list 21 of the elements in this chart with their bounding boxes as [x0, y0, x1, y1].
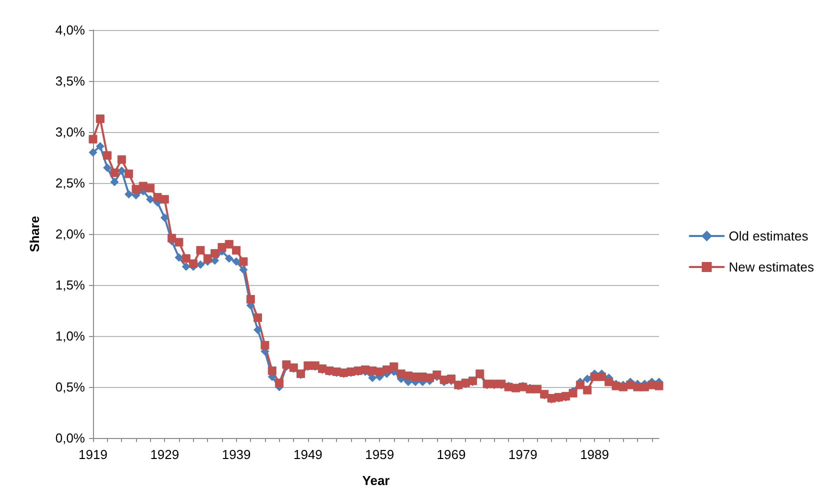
y-tick-label: 1,0%: [55, 328, 86, 344]
y-tick-label: 0,5%: [55, 380, 86, 394]
y-tick-label: 4,0%: [55, 22, 86, 38]
x-tick-label: 1979: [508, 447, 538, 462]
y-axis-title: Share: [27, 216, 42, 252]
x-tick-label: 1929: [150, 447, 180, 462]
y-tick-label: 3,5%: [55, 74, 86, 88]
x-tick-label: 1969: [436, 447, 466, 462]
x-tick-label: 1919: [78, 447, 108, 462]
x-tick-label: 1959: [365, 447, 394, 462]
y-tick-label: 3,0%: [55, 124, 86, 140]
x-tick-label: 1939: [222, 447, 251, 462]
y-tick-label: 0,0%: [55, 430, 86, 446]
legend-label: New estimates: [728, 260, 814, 274]
y-tick-label: 1,5%: [55, 278, 86, 292]
x-axis-title: Year: [362, 473, 390, 488]
y-tick-label: 2,0%: [55, 226, 86, 242]
legend-label: Old estimates: [728, 228, 809, 244]
y-tick-label: 2,5%: [55, 176, 86, 190]
x-tick-label: 1989: [580, 447, 609, 462]
x-tick-label: 1949: [293, 447, 322, 462]
